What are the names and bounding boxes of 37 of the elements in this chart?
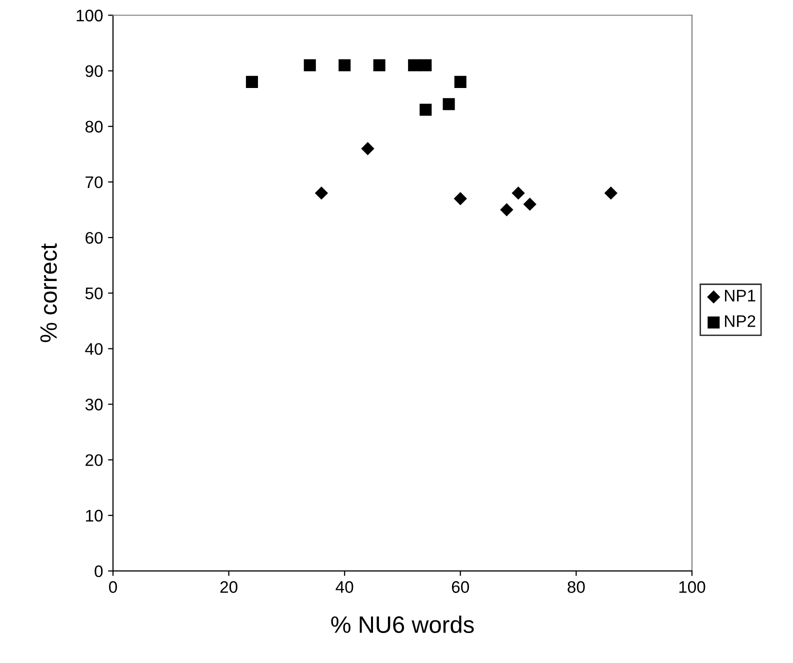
point — [500, 203, 514, 216]
y-tick-label: 60 — [86, 232, 103, 244]
y-tick-label: 50 — [85, 288, 103, 300]
x-axis-title: % NU6 words — [331, 616, 474, 634]
point — [408, 59, 420, 72]
point — [442, 98, 455, 110]
legend-label: NP1 — [725, 290, 756, 302]
point — [420, 59, 432, 72]
y-axis-title: % correct — [40, 243, 57, 342]
y-tick-label: 40 — [85, 343, 103, 355]
x-tick-label: 100 — [679, 581, 706, 593]
y-tick-label: 100 — [76, 10, 103, 22]
x-tick-label: 0 — [109, 581, 117, 593]
y-tick-label: 30 — [85, 398, 103, 410]
point — [246, 76, 258, 88]
point — [373, 59, 386, 72]
point — [454, 192, 467, 206]
y-tick-label: 10 — [86, 510, 103, 522]
x-tick-label: 20 — [220, 581, 238, 593]
y-tick-label: 0 — [94, 565, 103, 578]
x-tick-label: 40 — [336, 581, 354, 593]
point — [314, 186, 328, 200]
legend-label: NP2 — [725, 315, 756, 327]
y-tick-label: 90 — [86, 65, 103, 78]
point — [512, 186, 525, 200]
point — [304, 59, 316, 72]
point — [361, 142, 374, 156]
y-tick-label: 20 — [86, 454, 103, 466]
y-tick-label: 80 — [85, 120, 103, 133]
x-tick-label: 80 — [568, 581, 585, 593]
point — [338, 59, 351, 72]
y-tick-label: 70 — [86, 176, 103, 188]
point — [523, 198, 536, 211]
point — [420, 104, 432, 116]
x-tick-label: 60 — [452, 581, 469, 593]
point — [454, 76, 466, 88]
point — [604, 186, 618, 200]
